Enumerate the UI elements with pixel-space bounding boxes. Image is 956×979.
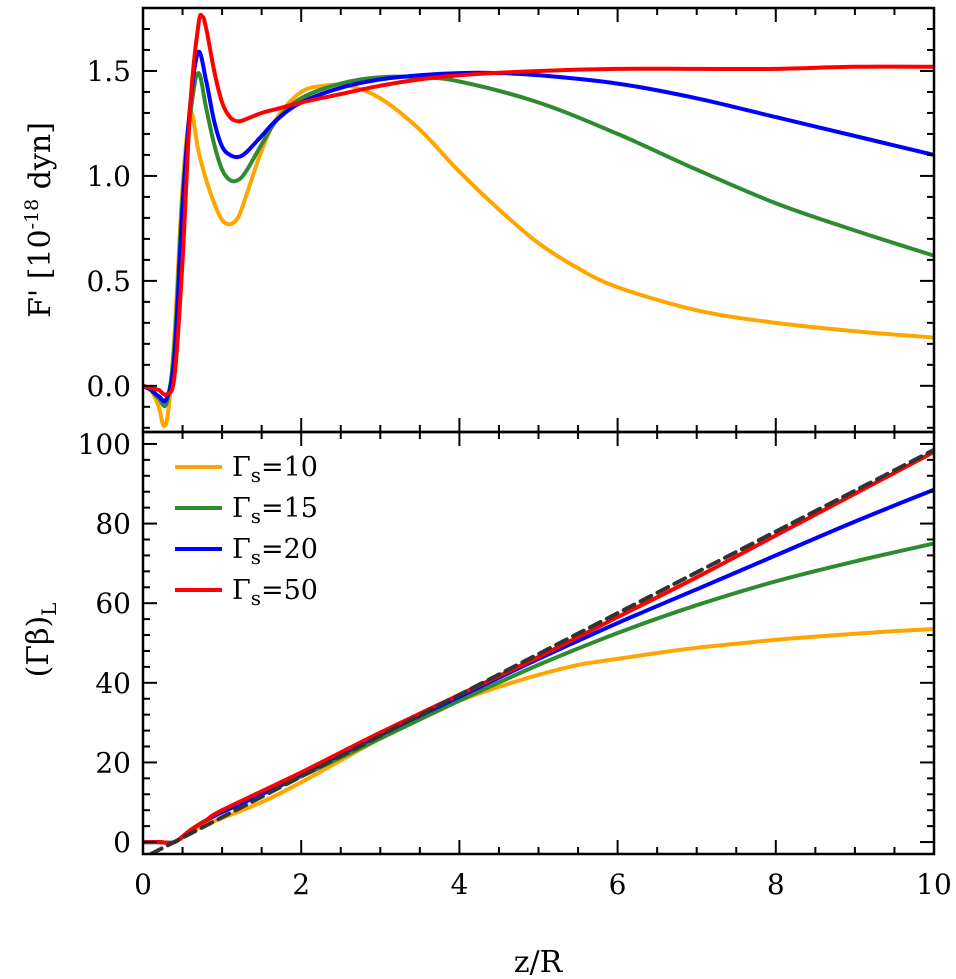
top-series-line-1 bbox=[143, 71, 934, 409]
x-axis-title: z/R bbox=[514, 945, 564, 979]
top-ylabel-main: F' [10 bbox=[23, 229, 58, 317]
bottom-series-group bbox=[143, 447, 934, 854]
top-panel: 0.0 0.5 1.0 1.5 F' [10-18 dyn] bbox=[21, 6, 936, 434]
legend-label-1-rest: =15 bbox=[261, 493, 318, 524]
legend-label-2-rest: =20 bbox=[261, 534, 318, 565]
top-series-line-3 bbox=[143, 12, 934, 397]
top-ticks-group: 0.0 0.5 1.0 1.5 bbox=[86, 8, 935, 432]
x-tick-label: 8 bbox=[767, 868, 785, 901]
bottom-y-tick-label: 0 bbox=[113, 826, 131, 859]
x-tick-label: 4 bbox=[450, 868, 468, 901]
top-y-tick-label: 0.5 bbox=[86, 265, 131, 298]
legend-label-0: Γs=10 bbox=[232, 452, 318, 487]
x-tick-label: 0 bbox=[134, 868, 152, 901]
bottom-y-tick-label: 60 bbox=[95, 587, 131, 620]
top-y-tick-label: 0.0 bbox=[86, 370, 131, 403]
top-ylabel-unit: dyn] bbox=[23, 122, 58, 199]
legend: Γs=10 Γs=15 Γs=20 Γs=50 bbox=[175, 452, 318, 610]
legend-label-2-sub: s bbox=[251, 545, 261, 569]
top-series-line-2 bbox=[143, 49, 934, 404]
legend-label-1-sub: s bbox=[251, 504, 261, 528]
legend-label-3-sub: s bbox=[251, 586, 261, 610]
legend-label-1: Γs=15 bbox=[232, 493, 318, 528]
bottom-ylabel-main: (Γβ) bbox=[21, 616, 56, 678]
bottom-series-line-4 bbox=[148, 447, 934, 854]
legend-label-3-main: Γ bbox=[232, 575, 251, 606]
top-ylabel-exponent: -18 bbox=[21, 199, 43, 230]
legend-label-0-main: Γ bbox=[232, 452, 251, 483]
bottom-panel-frame bbox=[141, 430, 936, 856]
bottom-series-line-0 bbox=[143, 627, 934, 845]
legend-label-3: Γs=50 bbox=[232, 575, 318, 610]
top-series-group bbox=[143, 12, 934, 428]
legend-label-0-rest: =10 bbox=[261, 452, 318, 483]
bottom-ylabel-subscript: L bbox=[37, 603, 61, 616]
legend-label-2: Γs=20 bbox=[232, 534, 318, 569]
bottom-y-tick-label: 20 bbox=[95, 746, 131, 779]
x-tick-label: 6 bbox=[609, 868, 627, 901]
x-tick-label: 10 bbox=[916, 868, 952, 901]
bottom-y-tick-label: 100 bbox=[78, 428, 131, 461]
legend-label-3-rest: =50 bbox=[261, 575, 318, 606]
legend-label-0-sub: s bbox=[251, 463, 261, 487]
top-y-tick-label: 1.5 bbox=[86, 55, 131, 88]
legend-label-2-main: Γ bbox=[232, 534, 251, 565]
x-tick-label: 2 bbox=[292, 868, 310, 901]
legend-label-1-main: Γ bbox=[232, 493, 251, 524]
bottom-y-tick-label: 40 bbox=[95, 667, 131, 700]
top-y-tick-label: 1.0 bbox=[86, 160, 131, 193]
bottom-y-tick-label: 80 bbox=[95, 508, 131, 541]
bottom-y-axis-title: (Γβ)L bbox=[21, 603, 61, 678]
top-y-axis-title: F' [10-18 dyn] bbox=[21, 122, 58, 318]
